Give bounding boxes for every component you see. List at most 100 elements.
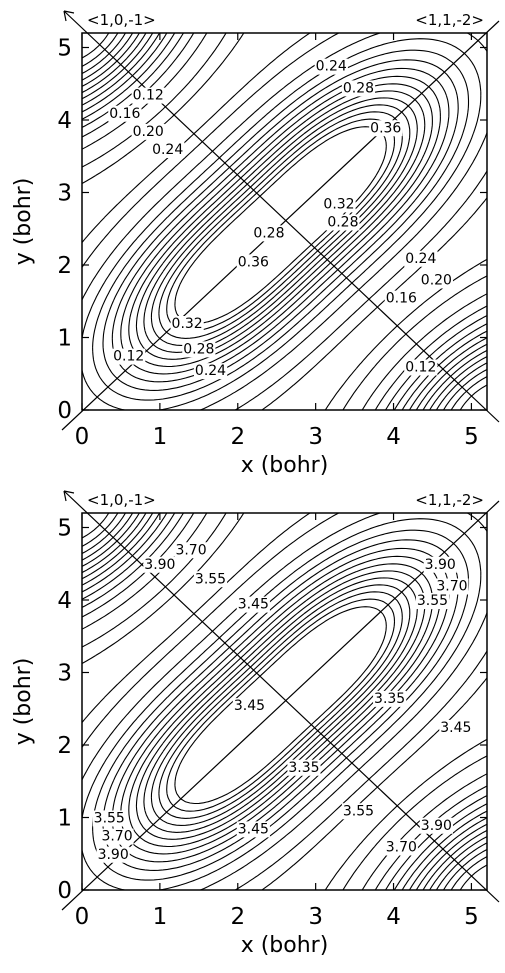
contour-value-label: 3.35 [374,691,405,707]
x-axis-label: x (bohr) [241,933,329,958]
contour-value-label: 0.20 [421,273,452,289]
contour-label-background [252,225,286,242]
contour-label-background [96,846,130,863]
x-tick-label: 5 [464,424,479,450]
contour-value-label: 3.45 [440,720,471,736]
contour-label-background [182,341,216,358]
contour-label-background [100,828,134,845]
x-tick-label: 5 [464,904,479,930]
direction-label-right: <1,1,-2> [415,11,484,29]
contour-label-background [314,58,348,75]
contour-value-label: 0.28 [343,80,374,96]
x-axis-label: x (bohr) [241,453,329,478]
y-tick-label: 1 [57,326,72,352]
contour-label-background [384,290,419,307]
contour-label-background [435,578,469,595]
contour-label-background [404,250,438,267]
contour-value-label: 3.90 [425,557,456,573]
contour-value-label: 0.24 [152,142,183,158]
contour-label-background [151,142,185,158]
direction-arrow-head [63,490,75,502]
contour-value-label: 0.16 [386,291,417,307]
x-tick-label: 3 [308,424,323,450]
contour-label-background [419,817,453,834]
contour-value-label: 3.90 [421,818,452,834]
contour-value-label: 3.35 [288,760,319,776]
contour-value-label: 3.70 [175,542,206,558]
y-tick-label: 0 [57,398,72,424]
contour-label-background [287,759,321,776]
contour-value-label: 3.70 [386,840,417,856]
contour-value-label: 0.28 [253,225,284,241]
direction-label-left: <1,0,-1> [87,491,156,509]
contour-label-background [170,316,204,332]
contour-label-background [415,593,450,609]
contour-lines [82,513,487,890]
contour-label-background [236,821,270,838]
y-tick-label: 2 [57,253,72,279]
y-axis-label: y (bohr) [11,178,36,266]
contour-value-label: 0.36 [238,254,269,270]
y-tick-label: 5 [57,516,72,542]
x-tick-label: 0 [75,904,90,930]
contour-value-label: 0.24 [316,59,347,75]
contour-value-label: 3.90 [98,847,129,863]
direction-label-right: <1,1,-2> [415,491,484,509]
direction-arrow-head [63,10,75,22]
contour-value-label: 3.55 [94,811,125,827]
x-tick-label: 0 [75,424,90,450]
contour-label-background [341,80,376,97]
contour-value-label: 3.55 [343,803,374,819]
contour-label-background [232,698,267,715]
contour-label-background [341,803,376,820]
x-tick-label: 1 [153,424,168,450]
contour-value-label: 0.36 [370,120,401,136]
x-tick-label: 1 [153,904,168,930]
contour-label-background [193,363,228,380]
x-tick-label: 2 [230,904,245,930]
contour-label-background [131,87,165,104]
contour-value-label: 0.28 [327,215,358,231]
contour-value-label: 0.16 [109,106,140,122]
y-tick-label: 2 [57,733,72,759]
contour-value-label: 3.45 [238,597,269,613]
contour-label-background [373,690,407,707]
top-contour-panel: <1,0,-1> <1,1,-2> 0 1 2 3 4 5 0 1 2 3 4 5 x (bohr) y (b… [11,10,500,478]
contour-label-background [193,571,228,588]
contour-value-label: 3.55 [195,571,226,587]
contour-value-label: 3.55 [417,593,448,609]
contour-label-background [92,810,126,827]
contour-value-label: 0.12 [133,88,164,104]
x-tick-label: 3 [308,904,323,930]
contour-label-background [143,556,177,573]
contour-label-background [404,359,438,376]
contour-value-label: 3.70 [436,579,467,595]
contour-label-background [174,542,208,559]
contour-value-label: 0.12 [113,349,144,365]
y-tick-label: 5 [57,36,72,62]
contour-value-label: 0.32 [172,316,203,332]
contour-value-label: 0.24 [195,363,226,379]
x-tick-label: 2 [230,424,245,450]
contour-value-label: 3.45 [238,821,269,837]
plot-frame [81,512,488,891]
bottom-contour-panel: <1,0,-1> <1,1,-2> 0 1 2 3 4 5 0 1 2 3 4 5 x (bohr) y (b… [11,490,500,958]
contour-label-background [326,214,360,231]
contour-label-background [108,105,142,122]
contour-label-background [419,272,453,289]
contour-label-background [112,348,146,365]
y-tick-label: 4 [57,588,72,614]
contour-label-background [423,556,457,573]
contour-label-background [131,123,165,140]
contour-value-label: 0.24 [405,251,436,267]
contour-value-label: 0.28 [183,341,214,357]
y-tick-label: 3 [57,661,72,687]
contour-value-label: 3.90 [144,557,175,573]
x-tick-label: 4 [386,904,401,930]
y-tick-label: 1 [57,806,72,832]
contour-value-label: 3.70 [101,829,132,845]
y-axis-label: y (bohr) [11,658,36,746]
contour-label-background [369,120,403,137]
direction-label-left: <1,0,-1> [87,11,156,29]
